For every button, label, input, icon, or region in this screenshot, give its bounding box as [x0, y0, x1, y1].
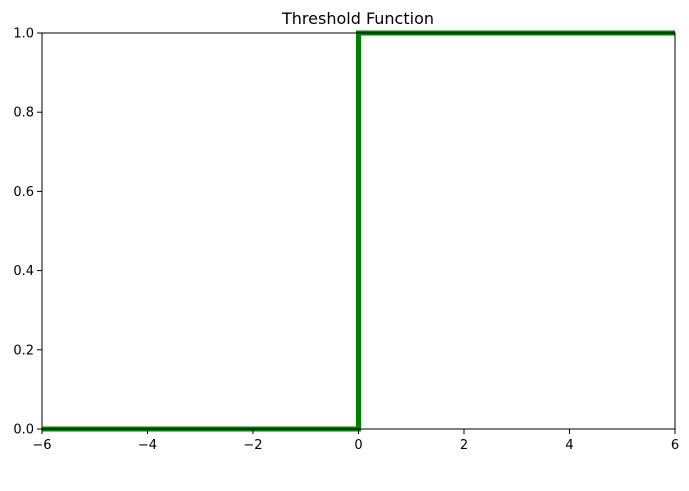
x-tick-label: −4 [138, 438, 157, 453]
x-tick-label: 6 [671, 438, 679, 453]
axes-frame [41, 32, 676, 430]
x-tick-label: −6 [32, 438, 51, 453]
x-tick-label: −2 [243, 438, 262, 453]
series-line-0 [42, 30, 675, 432]
x-tick-label: 0 [354, 438, 362, 453]
y-tick-label: 0.0 [13, 423, 34, 438]
y-tick-label: 0.8 [13, 106, 34, 121]
y-axis: 0.0 0.2 0.4 0.6 0.8 1.0 [13, 27, 42, 438]
y-tick-label: 0.4 [13, 264, 34, 279]
x-tick-label: 2 [460, 438, 468, 453]
y-tick-label: 0.2 [13, 343, 34, 358]
y-tick-label: 1.0 [13, 27, 34, 42]
chart-title: Threshold Function [281, 9, 434, 28]
plot-area [42, 30, 675, 432]
x-axis: −6 −4 −2 0 2 4 6 [32, 429, 679, 453]
x-tick-label: 4 [565, 438, 573, 453]
y-tick-label: 0.6 [13, 185, 34, 200]
